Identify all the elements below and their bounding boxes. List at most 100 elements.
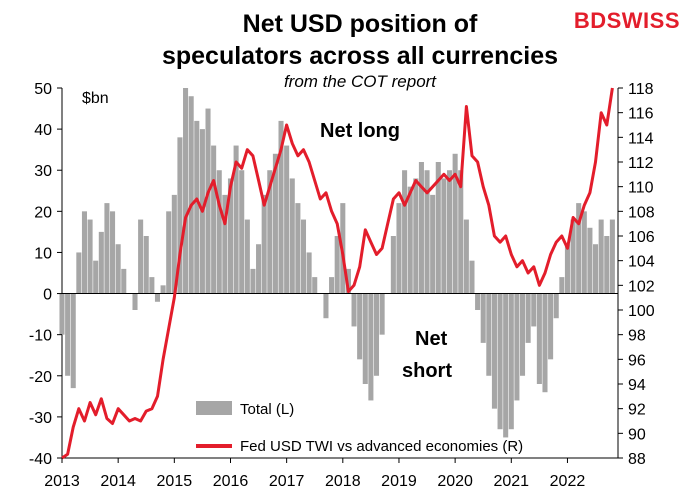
right-tick-label: 116 [628, 106, 654, 123]
total-bar [154, 293, 161, 302]
left-tick-label: 40 [34, 122, 52, 139]
total-bar [497, 293, 503, 430]
right-tick-label: 88 [628, 451, 646, 468]
right-tick-label: 104 [628, 254, 655, 271]
left-tick-label: 20 [34, 204, 52, 221]
right-tick-label: 102 [628, 278, 655, 295]
total-bar [598, 219, 604, 294]
right-tick-label: 98 [628, 328, 646, 345]
total-bar [345, 268, 351, 294]
total-bar [418, 162, 424, 294]
total-bar [609, 219, 615, 294]
total-bar [160, 285, 166, 294]
annotation-net-short-1: Net [415, 328, 448, 350]
total-bar [166, 211, 172, 294]
total-bar [430, 194, 436, 294]
total-bar [98, 231, 104, 294]
x-tick-label: 2017 [269, 473, 305, 490]
total-bar [121, 268, 127, 294]
x-tick-label: 2020 [437, 473, 473, 490]
total-bar [244, 219, 250, 294]
x-tick-label: 2021 [493, 473, 529, 490]
x-tick-label: 2022 [550, 473, 586, 490]
x-tick-label: 2016 [213, 473, 249, 490]
total-bar [295, 203, 301, 294]
total-bar [138, 219, 144, 294]
total-bar [463, 219, 469, 294]
total-bar [441, 178, 447, 294]
total-bar [115, 244, 121, 294]
annotation-net-long: Net long [320, 120, 400, 142]
right-tick-label: 106 [628, 229, 655, 246]
total-bar [306, 252, 312, 294]
total-bar [564, 244, 570, 294]
total-bar [143, 236, 149, 294]
total-bar [424, 170, 430, 294]
left-tick-label: 30 [34, 163, 52, 180]
x-tick-label: 2014 [100, 473, 136, 490]
total-bar [312, 277, 318, 294]
total-bar [132, 293, 138, 310]
total-bar [576, 203, 582, 294]
right-tick-label: 114 [628, 130, 654, 147]
total-bar [593, 244, 599, 294]
total-bar [570, 219, 576, 294]
right-tick-label: 110 [628, 180, 654, 197]
total-bar [250, 268, 256, 294]
right-tick-label: 94 [628, 377, 646, 394]
total-bar [272, 153, 278, 294]
total-bar [284, 145, 290, 294]
total-bar [508, 293, 514, 430]
total-bar [70, 293, 76, 389]
brand-logo-text: BDSWISS [573, 8, 680, 33]
legend-swatch-total [196, 401, 232, 415]
left-unit-label: $bn [82, 90, 109, 107]
total-bar [81, 211, 87, 294]
total-bar [514, 293, 520, 401]
total-bar [278, 120, 284, 294]
x-tick-label: 2018 [325, 473, 361, 490]
total-bar [149, 277, 155, 294]
total-bar [531, 293, 537, 327]
total-bar [59, 293, 65, 335]
left-tick-label: -10 [29, 328, 52, 345]
legend-label-total: Total (L) [240, 401, 294, 418]
total-bar [177, 137, 183, 294]
total-bar [334, 236, 340, 294]
left-tick-label: 0 [43, 287, 52, 304]
left-tick-label: 10 [34, 245, 52, 262]
total-bar [227, 178, 234, 294]
total-bar [587, 227, 593, 294]
total-bar [458, 170, 464, 294]
chart-frame [61, 88, 619, 459]
left-tick-label: -30 [29, 410, 52, 427]
total-bar [104, 203, 110, 294]
total-bar [362, 293, 368, 384]
right-tick-label: 100 [628, 303, 655, 320]
total-bar [519, 293, 526, 376]
total-bar [368, 293, 374, 401]
total-bar [216, 170, 222, 294]
total-bar [396, 203, 402, 294]
total-bar [536, 293, 542, 384]
right-tick-label: 112 [628, 155, 654, 172]
chart-title: Net USD position of speculators across a… [0, 8, 700, 72]
right-tick-label: 118 [628, 81, 654, 98]
total-bar [329, 277, 335, 294]
total-bar [402, 170, 408, 294]
total-bar [604, 236, 610, 294]
total-bar [435, 162, 441, 294]
total-bar [183, 88, 189, 294]
chart-subtitle: from the COT report [283, 72, 437, 91]
right-axis: 118 116 114 112 110 108 106 104 102 100 98 96 94 92 90… [618, 81, 655, 468]
total-bar [267, 170, 273, 294]
x-axis: 2013 2014 2015 2016 2017 2018 2019 2020 2021 2022 [44, 458, 585, 490]
left-tick-label: 50 [34, 81, 52, 98]
left-tick-label: -40 [29, 451, 52, 468]
total-bar [300, 219, 307, 294]
total-bar [475, 293, 481, 310]
total-bar [93, 260, 99, 294]
total-bar [239, 170, 245, 294]
total-bar [222, 194, 228, 294]
